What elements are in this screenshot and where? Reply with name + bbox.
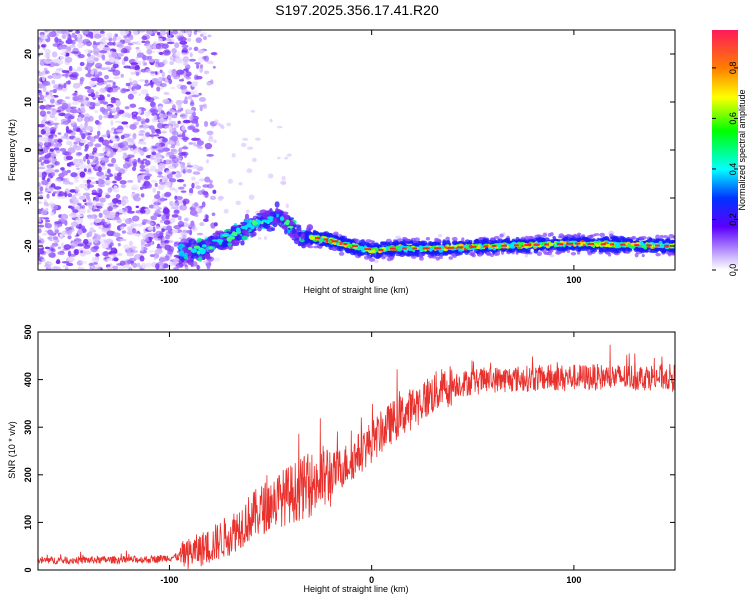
snr-xtick-label: 100 — [566, 575, 581, 585]
spectrogram-xtick-label: -100 — [160, 275, 178, 285]
snr-ytick-label: 400 — [23, 372, 33, 387]
snr-ytick-label: 100 — [23, 515, 33, 530]
spectrogram-image — [38, 30, 675, 270]
colorbar-ticks: 0.0 0.2 0.4 0.6 0.8 — [712, 62, 738, 277]
snr-panel: -100 0 100 0 100 200 300 400 500 Height of strai… — [7, 324, 676, 594]
snr-ylabel: SNR (10 * v/v) — [7, 421, 17, 479]
spectrogram-ytick-label: 0 — [23, 147, 33, 152]
colorbar-tick-label: 0.0 — [728, 264, 738, 277]
spectrogram-ylabel: Frequency (Hz) — [7, 119, 17, 181]
snr-ytick-label: 0 — [23, 567, 33, 572]
spectrogram-ytick-label: -20 — [23, 239, 33, 252]
colorbar-tick-label: 0.6 — [728, 112, 738, 125]
colorbar-tick-label: 0.4 — [728, 163, 738, 176]
spectrogram-ytick-label: 10 — [23, 97, 33, 107]
spectrogram-ytick-label: 20 — [23, 49, 33, 59]
snr-xtick-label: -100 — [160, 575, 178, 585]
snr-ytick-label: 200 — [23, 467, 33, 482]
snr-xlabel: Height of straight line (km) — [303, 584, 408, 594]
snr-frame — [37, 331, 676, 571]
spectrogram-xtick-label: 100 — [566, 275, 581, 285]
snr-xtick-label: 0 — [369, 575, 374, 585]
spectrogram-xtick-label: 0 — [369, 275, 374, 285]
colorbar: 0.0 0.2 0.4 0.6 0.8 Normalized spectral ampl… — [712, 30, 747, 276]
snr-series-line — [38, 344, 675, 570]
colorbar-label: Normalized spectral amplitude — [737, 89, 747, 210]
spectrogram-xlabel: Height of straight line (km) — [303, 285, 408, 295]
colorbar-tick-label: 0.2 — [728, 213, 738, 226]
spectrogram-ytick-label: -10 — [23, 191, 33, 204]
figure-title: S197.2025.356.17.41.R20 — [275, 2, 439, 18]
snr-ytick-label: 300 — [23, 420, 33, 435]
colorbar-tick-label: 0.8 — [728, 62, 738, 75]
colorbar-gradient — [712, 30, 738, 270]
snr-ticks: -100 0 100 0 100 200 300 400 500 — [23, 324, 675, 585]
snr-ytick-label: 500 — [23, 324, 33, 339]
